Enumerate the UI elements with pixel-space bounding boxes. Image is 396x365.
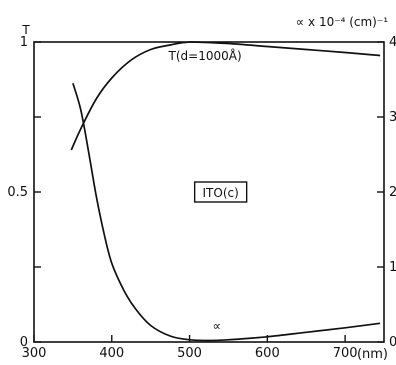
series-lines (70, 41, 381, 342)
absorption-coefficient-line (72, 83, 381, 342)
transmittance-curve-label: T(d=1000Å) (168, 48, 242, 63)
absorption-curve-label: ∝ (212, 319, 221, 333)
y-left-tick-label-0.5: 0.5 (7, 185, 28, 200)
sample-label: ITO(c) (203, 186, 239, 200)
x-tick-label-600: 600 (255, 346, 280, 361)
x-tick-label-700: 700 (333, 346, 358, 361)
y-right-tick-label-3: 3 (389, 110, 396, 125)
x-tick-label-400: 400 (99, 346, 124, 361)
sample-label-box (193, 181, 248, 203)
x-tick-label-500: 500 (177, 346, 202, 361)
left-axis-title: T (21, 23, 30, 37)
annotations: T(d=1000Å) ∝ ITO(c) (168, 48, 248, 333)
tick-labels: 300 400 500 600 700 0 0.5 1 0 1 2 3 4 (7, 35, 396, 361)
y-left-tick-label-1: 1 (20, 35, 28, 50)
y-left-tick-label-0: 0 (20, 335, 28, 350)
x-tick-label-300: 300 (22, 346, 47, 361)
right-axis-title: ∝ x 10⁻⁴ (cm)⁻¹ (296, 15, 389, 29)
y-right-tick-label-4: 4 (389, 35, 396, 50)
y-right-tick-label-2: 2 (389, 185, 396, 200)
transmittance-line (70, 41, 381, 151)
y-right-tick-label-1: 1 (389, 260, 396, 275)
x-axis-unit-label: (nm) (357, 347, 388, 362)
y-right-tick-label-0: 0 (389, 335, 396, 350)
